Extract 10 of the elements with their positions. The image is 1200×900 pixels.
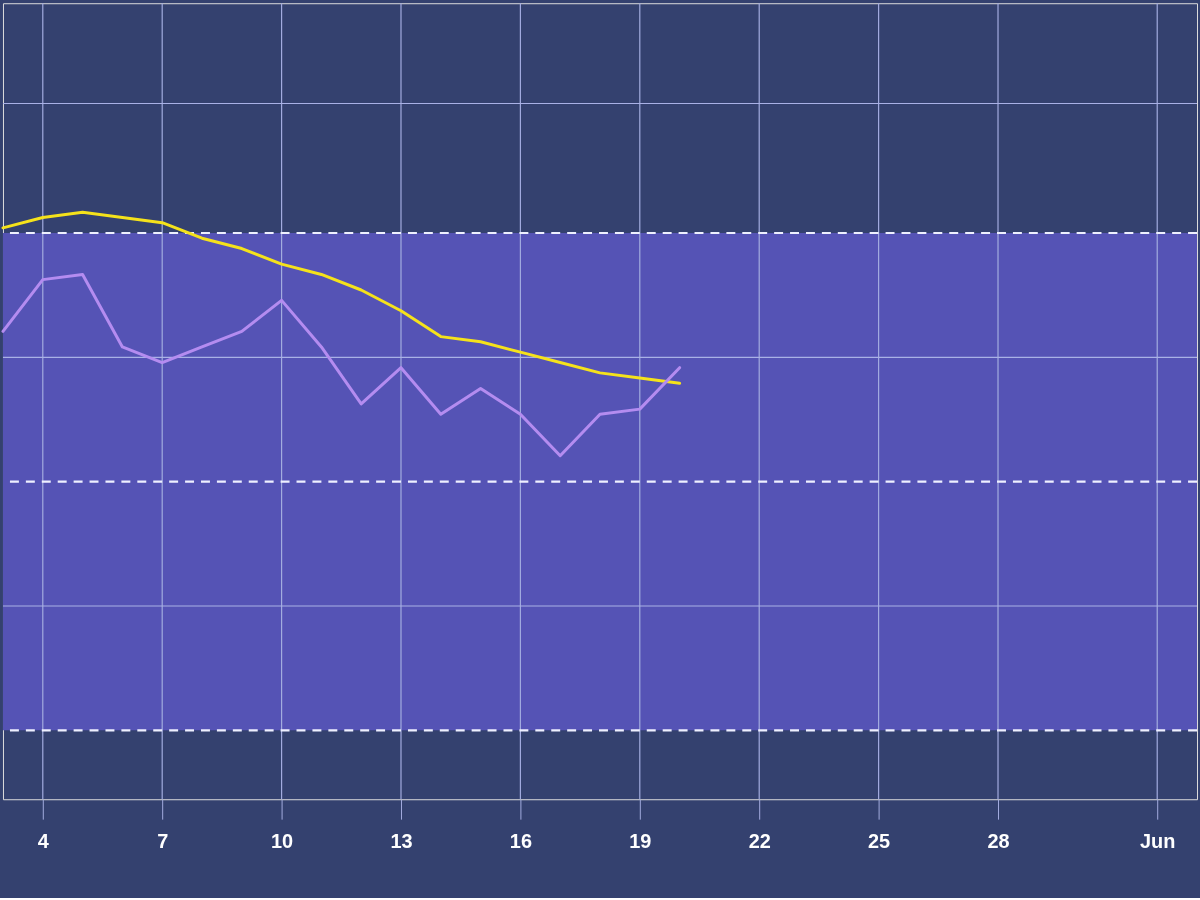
x-tick-label: Jun <box>1140 829 1176 852</box>
x-tick-label: 7 <box>157 829 169 852</box>
x-tick-label: 10 <box>271 829 294 852</box>
x-tick-label: 4 <box>37 829 49 852</box>
x-tick-label: 13 <box>390 829 413 852</box>
x-tick-label: 16 <box>509 829 532 852</box>
x-tick-label: 25 <box>868 829 891 852</box>
x-tick-label: 19 <box>629 829 652 852</box>
x-tick-label: 28 <box>987 829 1010 852</box>
x-tick-label: 22 <box>748 829 771 852</box>
